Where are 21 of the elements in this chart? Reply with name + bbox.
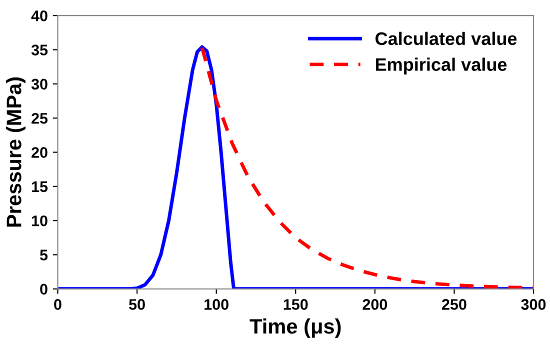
y-tick-label: 10 — [32, 215, 48, 226]
legend-label: Empirical value — [376, 58, 507, 75]
y-tick-label: 5 — [40, 250, 48, 260]
x-tick-label: 150 — [284, 299, 308, 310]
x-tick-label: 250 — [442, 299, 466, 310]
x-axis-title: Time (μs) — [250, 318, 341, 338]
y-tick-label: 35 — [31, 44, 48, 56]
y-axis-title: Pressure (MPa) — [6, 77, 26, 227]
y-tick-label: 30 — [31, 78, 48, 90]
x-tick-label: 300 — [521, 299, 546, 310]
y-tick-label: 25 — [32, 112, 48, 124]
y-tick-label: 20 — [32, 147, 48, 158]
legend-label: Calculated value — [376, 32, 517, 46]
x-tick-label: 0 — [54, 299, 62, 310]
y-tick-label: 40 — [31, 10, 48, 22]
x-tick-label: 100 — [204, 299, 228, 310]
y-tick-label: 0 — [40, 284, 48, 295]
x-tick-label: 200 — [362, 299, 388, 310]
y-tick-label: 15 — [32, 181, 48, 192]
x-tick-label: 50 — [129, 299, 145, 310]
line-series — [200, 46, 534, 289]
